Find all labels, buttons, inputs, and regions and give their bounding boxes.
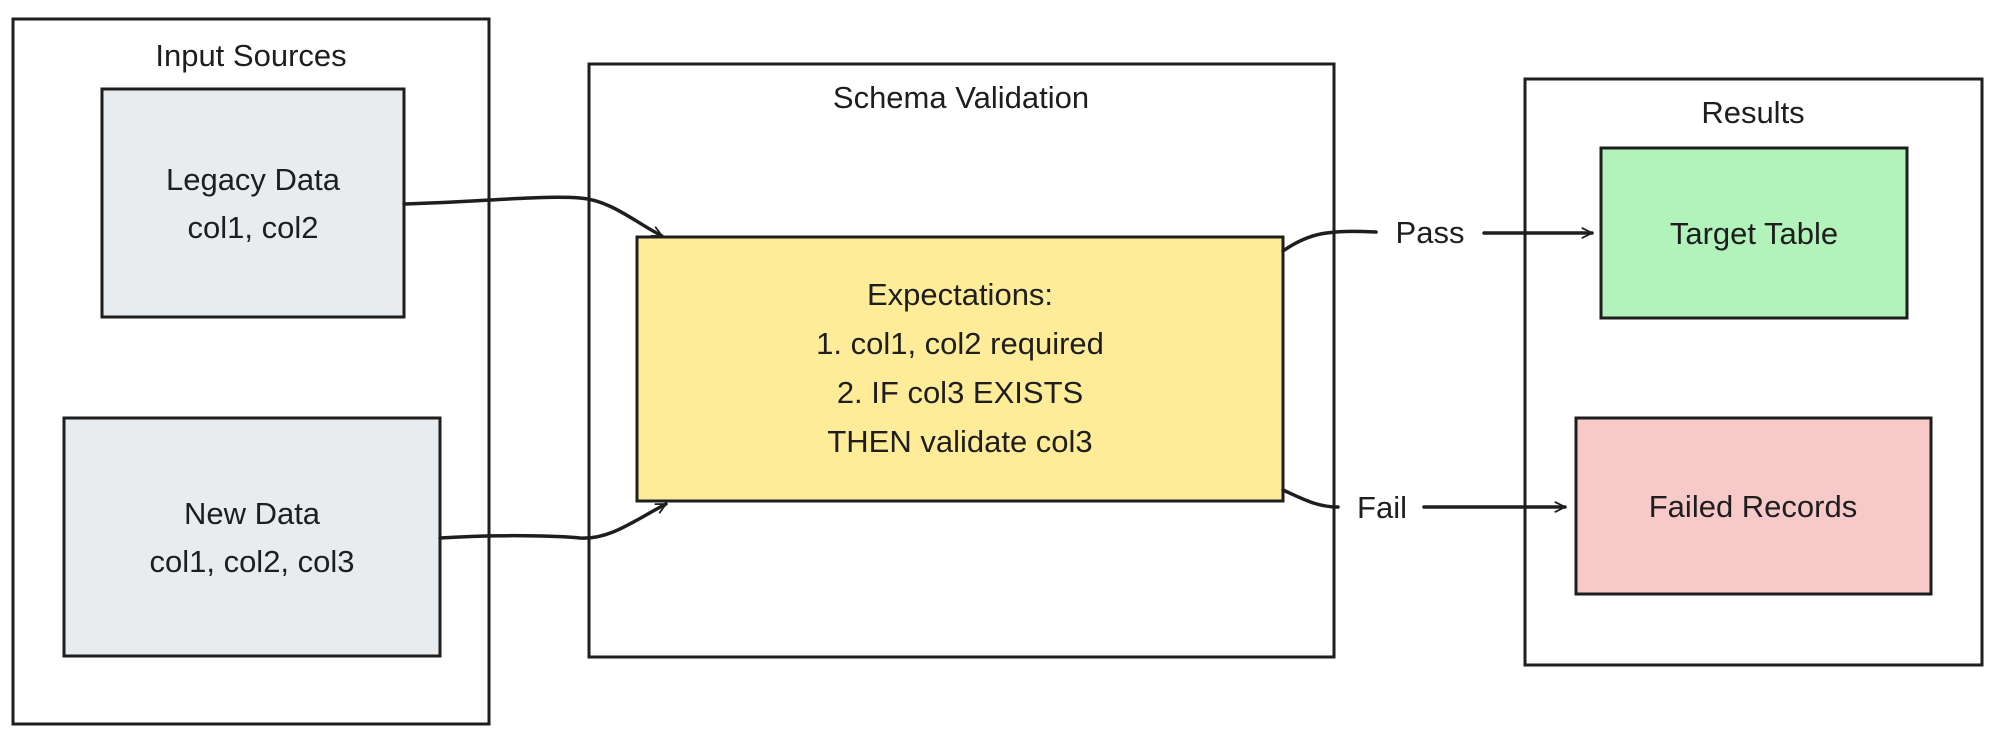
expectation-rule-2-then: THEN validate col3 bbox=[827, 424, 1092, 459]
expectation-rule-2: 2. IF col3 EXISTS bbox=[837, 375, 1083, 410]
expectation-rule-1: 1. col1, col2 required bbox=[816, 326, 1104, 361]
fail-connector bbox=[1281, 488, 1340, 509]
legacy-data-node: Legacy Data col1, col2 bbox=[100, 87, 406, 319]
new-data-node: New Data col1, col2, col3 bbox=[62, 416, 442, 658]
results-title: Results bbox=[1701, 95, 1804, 130]
fail-label: Fail bbox=[1357, 490, 1407, 525]
pass-label: Pass bbox=[1396, 215, 1465, 250]
new-data-label: New Data bbox=[184, 496, 321, 531]
pass-connector bbox=[1281, 229, 1378, 253]
target-table-node: Target Table bbox=[1599, 146, 1909, 320]
legacy-data-label: Legacy Data bbox=[166, 162, 341, 197]
input-sources-title: Input Sources bbox=[155, 38, 346, 73]
legacy-data-columns: col1, col2 bbox=[188, 210, 319, 245]
new-data-columns: col1, col2, col3 bbox=[149, 544, 354, 579]
expectations-title: Expectations: bbox=[867, 277, 1053, 312]
failed-records-node: Failed Records bbox=[1574, 416, 1933, 596]
new-to-expectations-arrow bbox=[438, 502, 666, 540]
expectations-node: Expectations: 1. col1, col2 required 2. … bbox=[635, 235, 1285, 503]
target-table-label: Target Table bbox=[1670, 216, 1838, 251]
failed-records-label: Failed Records bbox=[1649, 489, 1857, 524]
legacy-to-expectations-arrow bbox=[402, 195, 662, 238]
schema-validation-title: Schema Validation bbox=[833, 80, 1089, 115]
